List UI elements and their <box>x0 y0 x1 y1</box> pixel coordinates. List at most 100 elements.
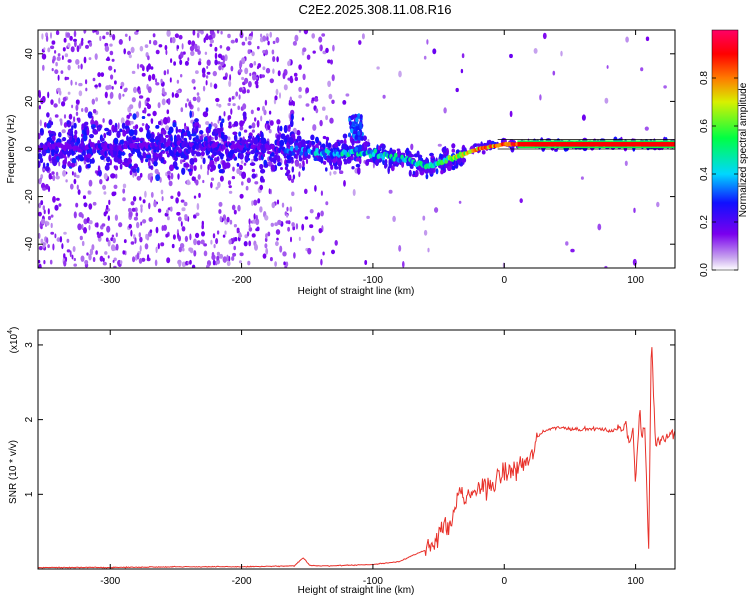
spectrogram-signal-cell <box>165 134 170 138</box>
spectrogram-noise-cell <box>101 223 106 227</box>
spectrogram-signal-cell <box>239 120 244 127</box>
spectrogram-signal-cell <box>298 155 302 159</box>
spectrogram-noise-cell <box>173 61 177 66</box>
spectrogram-noise-cell <box>271 202 276 209</box>
spectrogram-noise-cell <box>77 223 82 231</box>
spectrogram-noise-cell <box>290 178 295 183</box>
spectrogram-signal-cell <box>249 162 256 166</box>
spectrogram-noise-cell <box>107 100 111 105</box>
spectrogram-noise-cell <box>112 237 116 244</box>
spectrogram-noise-cell <box>228 80 232 87</box>
spectrogram-noise-cell <box>119 260 123 265</box>
spectrogram-noise-cell <box>181 43 184 50</box>
spectrogram-noise-cell <box>90 119 95 126</box>
spectrogram-noise-cell <box>165 233 169 238</box>
spectrogram-noise-cell <box>62 96 67 102</box>
spectrogram-noise-cell <box>81 108 84 112</box>
spectrogram-noise-cell <box>146 103 152 110</box>
spectrogram-noise-cell <box>239 61 243 68</box>
spectrogram-noise-cell <box>102 35 106 40</box>
snr-y-tick-label: 3 <box>24 342 35 348</box>
spectrogram-noise-cell <box>88 41 93 47</box>
spectrogram-signal-cell <box>396 148 401 152</box>
spectrogram-signal-cell <box>187 131 191 137</box>
spectrogram-signal-cell <box>119 163 123 170</box>
spectrogram-signal-cell <box>195 151 202 157</box>
spectrogram-signal-cell <box>87 163 91 169</box>
spectrogram-noise-cell <box>97 233 101 239</box>
spectrogram-noise-cell <box>333 170 337 175</box>
spectrogram-noise-cell <box>372 162 375 169</box>
spectrogram-noise-cell <box>131 97 136 103</box>
spectrogram-noise-cell <box>235 91 239 97</box>
spectrogram-noise-cell <box>44 183 49 190</box>
spectrogram-noise-cell <box>322 251 325 256</box>
spectrogram-signal-cell <box>191 150 196 155</box>
spectrogram-noise-cell <box>52 196 56 203</box>
spectrogram-noise-cell <box>244 67 249 75</box>
spectrogram-signal-cell <box>476 143 481 147</box>
spectrogram-noise-cell <box>279 245 283 253</box>
spectrogram-signal-cell <box>180 154 185 159</box>
spectrogram-noise-cell <box>293 252 296 259</box>
spectrogram-noise-cell <box>321 33 326 37</box>
spectrogram-signal-cell <box>290 119 294 128</box>
spectrogram-noise-cell <box>280 167 283 170</box>
spectrogram-signal-cell <box>214 135 218 141</box>
spectrogram-signal-cell <box>89 134 94 139</box>
spectrogram-signal-cell <box>125 120 130 126</box>
spectrogram-noise-cell <box>193 250 197 257</box>
spectrogram-noise-cell <box>81 240 85 247</box>
spectrogram-noise-cell <box>81 213 84 219</box>
spectrogram-noise-cell <box>241 181 244 186</box>
spectrogram-noise-cell <box>291 222 295 227</box>
spectrogram-ridge-band <box>517 141 675 147</box>
spectrogram-noise-cell <box>224 230 227 235</box>
spectrogram-signal-cell <box>357 130 361 136</box>
spectrogram-signal-cell <box>440 169 444 175</box>
spectrogram-noise-cell <box>253 61 257 66</box>
spectrogram-noise-cell <box>73 116 76 123</box>
spectrogram-signal-cell <box>277 125 280 134</box>
spectrogram-signal-cell <box>346 158 352 164</box>
spectrogram-noise-cell <box>139 236 143 243</box>
spectrogram-signal-cell <box>175 151 180 157</box>
spectrogram-noise-cell <box>139 45 144 52</box>
spectrogram-noise-cell <box>181 159 186 163</box>
spectrogram-noise-cell <box>65 179 68 183</box>
spectrogram-noise-cell <box>196 92 200 96</box>
spectrogram-noise-cell <box>269 31 273 38</box>
spectrogram-signal-cell <box>334 142 339 148</box>
spectrogram-ridge-cell <box>323 153 327 159</box>
spectrogram-signal-cell <box>125 128 130 134</box>
spectrogram-noise-cell <box>198 192 201 198</box>
spectrogram-noise-cell <box>84 106 89 113</box>
spectrogram-noise-cell <box>63 231 67 235</box>
spectrogram-noise-cell <box>205 121 210 126</box>
spectrogram-noise-cell <box>139 245 142 252</box>
spectrogram-noise-cell <box>130 241 135 245</box>
spectrogram-noise-cell <box>103 158 106 162</box>
spectrogram-noise-cell <box>392 215 396 222</box>
spectrogram-signal-cell <box>377 145 381 151</box>
spectrogram-noise-cell <box>122 250 126 255</box>
spectrogram-ridge-cell <box>222 144 226 150</box>
spectrogram-signal-cell <box>408 169 412 177</box>
spectrogram-signal-cell <box>163 117 168 125</box>
spectrogram-noise-cell <box>234 237 238 242</box>
spectrogram-noise-cell <box>43 260 46 265</box>
spectrogram-noise-cell <box>663 85 667 89</box>
spectrogram-signal-cell <box>158 120 162 126</box>
spectrogram-noise-cell <box>103 211 107 217</box>
spectrogram-signal-cell <box>342 133 348 139</box>
spectrogram-noise-cell <box>54 233 57 239</box>
spectrogram-noise-cell <box>509 53 513 59</box>
spectrogram-noise-cell <box>152 33 156 38</box>
spectrogram-noise-cell <box>55 171 59 177</box>
spectrogram-noise-cell <box>112 34 116 41</box>
spectrogram-noise-cell <box>61 101 66 107</box>
spectrogram-signal-cell <box>114 165 119 171</box>
spectrogram-noise-cell <box>264 237 268 242</box>
spectrogram-noise-cell <box>138 89 142 95</box>
spectrogram-noise-cell <box>231 204 236 211</box>
